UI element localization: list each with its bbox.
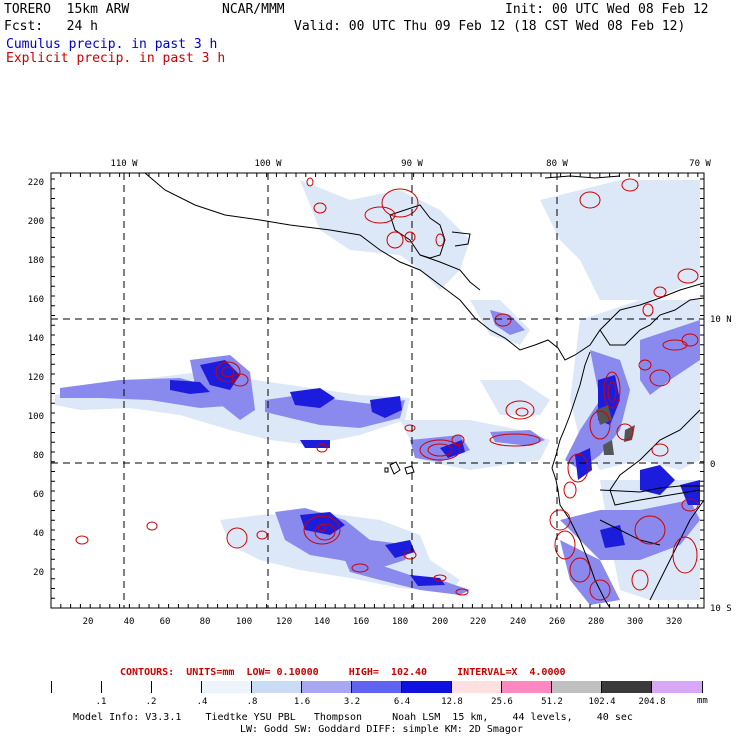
color-bar-label: 204.8 xyxy=(638,697,666,707)
x-tick-label: 280 xyxy=(588,617,604,627)
lat-label: 10 N xyxy=(710,315,732,325)
color-bar-cell xyxy=(552,681,602,693)
y-tick-label: 220 xyxy=(28,178,44,188)
color-bar-cell xyxy=(352,681,402,693)
color-bar-cell xyxy=(52,681,102,693)
color-bar-label: 12.8 xyxy=(441,697,463,707)
x-tick-label: 140 xyxy=(314,617,330,627)
y-tick-label: 160 xyxy=(28,295,44,305)
x-tick-label: 260 xyxy=(549,617,565,627)
color-bar-label: 6.4 xyxy=(393,697,411,707)
explicit-precip-contours xyxy=(75,177,699,601)
x-tick-label: 80 xyxy=(200,617,211,627)
color-bar-cell xyxy=(152,681,202,693)
plot-frame xyxy=(50,172,705,609)
center-name: NCAR/MMM xyxy=(222,2,285,17)
x-tick-label: 60 xyxy=(160,617,171,627)
x-tick-label: 180 xyxy=(392,617,408,627)
y-tick-label: 180 xyxy=(28,256,44,266)
lon-label: 90 W xyxy=(401,159,423,169)
model-name: TORERO 15km ARW xyxy=(4,2,130,17)
field1-label: Cumulus precip. in past 3 h xyxy=(6,37,218,52)
x-tick-label: 200 xyxy=(432,617,448,627)
lat-label: 10 S xyxy=(710,604,732,614)
x-tick-label: 100 xyxy=(236,617,252,627)
y-tick-label: 120 xyxy=(28,373,44,383)
color-bar-label: 51.2 xyxy=(541,697,563,707)
field2-label: Explicit precip. in past 3 h xyxy=(6,51,226,66)
y-tick-label: 20 xyxy=(33,568,44,578)
color-bar-label: .2 xyxy=(145,697,157,707)
color-bar-cell xyxy=(602,681,652,693)
x-tick-label: 160 xyxy=(353,617,369,627)
lat-label: 0 xyxy=(710,460,715,470)
x-tick-labels: 20 40 60 80 100 120 140 160 180 200 220 … xyxy=(83,617,683,627)
color-bar-cell xyxy=(202,681,252,693)
contour-info: CONTOURS: UNITS=mm LOW= 0.10000 HIGH= 10… xyxy=(120,667,566,678)
y-tick-marks xyxy=(51,178,704,609)
color-bar-label: 3.2 xyxy=(343,697,361,707)
init-time: Init: 00 UTC Wed 08 Feb 12 xyxy=(505,2,709,17)
model-info-line1: Model Info: V3.3.1 Tiedtke YSU PBL Thomp… xyxy=(73,712,633,723)
y-tick-label: 100 xyxy=(28,412,44,422)
color-bar-label: 102.4 xyxy=(588,697,616,707)
x-tick-label: 240 xyxy=(510,617,526,627)
color-bar-cell xyxy=(102,681,152,693)
color-bar-label: 25.6 xyxy=(491,697,513,707)
lon-label: 70 W xyxy=(689,159,711,169)
color-bar-cell xyxy=(452,681,502,693)
x-tick-label: 300 xyxy=(627,617,643,627)
lon-label: 100 W xyxy=(254,159,282,169)
y-tick-label: 60 xyxy=(33,490,44,500)
color-bar-cell xyxy=(402,681,452,693)
color-bar-label: .4 xyxy=(196,697,208,707)
color-bar-label: 1.6 xyxy=(293,697,311,707)
color-bar-cell xyxy=(252,681,302,693)
x-tick-label: 220 xyxy=(470,617,486,627)
model-info-line2: LW: Godd SW: Goddard DIFF: simple KM: 2D… xyxy=(240,724,523,735)
x-tick-label: 40 xyxy=(124,617,135,627)
color-bar-cell xyxy=(652,681,702,693)
color-bar xyxy=(51,681,703,693)
forecast-hour: Fcst: 24 h xyxy=(4,19,98,34)
lon-label: 80 W xyxy=(546,159,568,169)
color-bar-label: .1 xyxy=(95,697,107,707)
lon-label: 110 W xyxy=(110,159,138,169)
x-tick-label: 120 xyxy=(276,617,292,627)
y-tick-label: 200 xyxy=(28,217,44,227)
color-bar-cell xyxy=(302,681,352,693)
x-tick-label: 320 xyxy=(666,617,682,627)
color-bar-unit: mm xyxy=(697,696,708,706)
coastlines xyxy=(144,173,704,608)
lat-labels: 10 N 0 10 S xyxy=(710,315,732,614)
color-bar-label: .8 xyxy=(246,697,258,707)
y-tick-label: 40 xyxy=(33,529,44,539)
color-bar-cell xyxy=(502,681,552,693)
y-tick-label: 80 xyxy=(33,451,44,461)
lat-lon-grid xyxy=(51,173,704,608)
x-tick-label: 20 xyxy=(83,617,94,627)
x-tick-marks xyxy=(50,173,699,608)
y-tick-labels: 20 40 60 80 100 120 140 160 180 200 220 xyxy=(28,178,44,578)
lon-labels: 110 W 100 W 90 W 80 W 70 W xyxy=(110,159,711,169)
y-tick-label: 140 xyxy=(28,334,44,344)
valid-time: Valid: 00 UTC Thu 09 Feb 12 (18 CST Wed … xyxy=(294,19,686,34)
